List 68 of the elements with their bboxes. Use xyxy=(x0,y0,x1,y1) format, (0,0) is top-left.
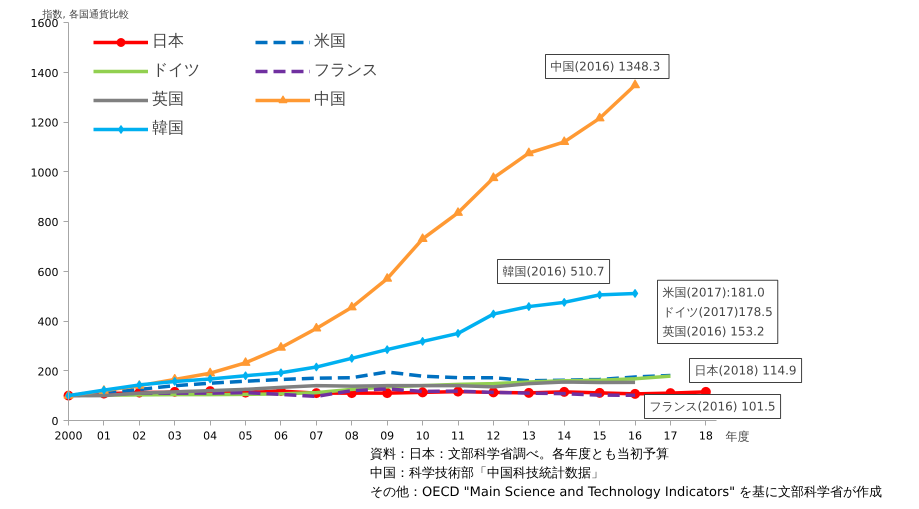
x-tick-label: 17 xyxy=(663,430,678,442)
text: その他：OECD "Main Science and Technology Indicators" を基に文部科学省が作成 xyxy=(370,485,882,500)
x-tick-label: 15 xyxy=(592,430,607,442)
x-tick-label: 09 xyxy=(380,430,394,442)
x-tick-label: 11 xyxy=(451,430,466,442)
text: 資料：日本：文部科学省調べ。各年度とも当初予算 xyxy=(370,447,669,462)
y-tick-label: 1600 xyxy=(30,17,59,30)
x-tick-label: 06 xyxy=(274,430,288,442)
annotation: 韓国(2016) 510.7 xyxy=(502,264,605,278)
x-tick-label: 03 xyxy=(168,430,182,442)
y-tick-label: 400 xyxy=(38,316,59,328)
y-tick-label: 1400 xyxy=(30,66,59,80)
x-tick-label: 16 xyxy=(628,430,642,442)
y-tick-label: 800 xyxy=(38,216,59,229)
x-tick-label: 18 xyxy=(698,430,713,442)
y-tick-label: 600 xyxy=(38,266,59,279)
x-tick-label: 04 xyxy=(203,430,218,442)
x-tick-label: 10 xyxy=(416,430,430,442)
x-axis-title: 年度 xyxy=(726,430,750,444)
point xyxy=(205,368,216,376)
x-tick-label: 12 xyxy=(486,430,500,442)
x-tick-label: 14 xyxy=(557,430,572,442)
point xyxy=(346,302,357,310)
y-tick-label: 1200 xyxy=(30,116,59,130)
point xyxy=(419,336,426,346)
point xyxy=(559,136,570,145)
point xyxy=(453,207,464,216)
y-tick-label: 200 xyxy=(38,365,59,378)
annotation: フランス(2016) 101.5 xyxy=(650,400,776,414)
legend-label: 日本 xyxy=(152,31,185,52)
point xyxy=(382,273,392,282)
point xyxy=(382,388,392,398)
point xyxy=(454,328,462,338)
point xyxy=(594,112,605,122)
x-tick-label: 2000 xyxy=(54,430,83,442)
point xyxy=(488,172,498,182)
legend-label: 中国 xyxy=(314,89,347,110)
x-tick-label: 05 xyxy=(238,430,253,442)
annotation: 中国(2016) 1348.3 xyxy=(550,60,660,74)
annotation: 米国(2017):181.0 xyxy=(662,285,765,300)
x-tick-label: 08 xyxy=(344,430,359,442)
point xyxy=(311,322,322,332)
legend-label: 韓国 xyxy=(152,118,185,139)
text: 中国：科学技術部「中国科技統計数据」 xyxy=(370,466,604,481)
x-tick-label: 07 xyxy=(309,430,324,442)
point xyxy=(206,374,214,384)
annotation: 日本(2018) 114.9 xyxy=(694,364,797,378)
annotation: ドイツ(2017)178.5 xyxy=(662,304,773,319)
point xyxy=(278,368,284,378)
point xyxy=(418,233,428,242)
legend-label: 米国 xyxy=(314,31,347,52)
point xyxy=(524,147,534,156)
point xyxy=(240,357,251,366)
legend-label: ドイツ xyxy=(152,60,201,81)
legend-label: 英国 xyxy=(152,89,185,110)
point xyxy=(596,290,603,300)
x-tick-label: 13 xyxy=(522,430,536,442)
y-tick-label: 0 xyxy=(52,415,58,428)
point xyxy=(490,310,497,319)
x-tick-label: 01 xyxy=(96,430,111,442)
annotation: 英国(2016) 153.2 xyxy=(662,324,765,338)
point xyxy=(242,371,249,380)
point xyxy=(313,362,320,372)
x-tick-label: 02 xyxy=(132,430,146,442)
legend-label: フランス xyxy=(314,60,379,81)
y-tick-label: 1000 xyxy=(30,166,59,180)
point xyxy=(630,79,640,88)
point xyxy=(632,288,638,298)
